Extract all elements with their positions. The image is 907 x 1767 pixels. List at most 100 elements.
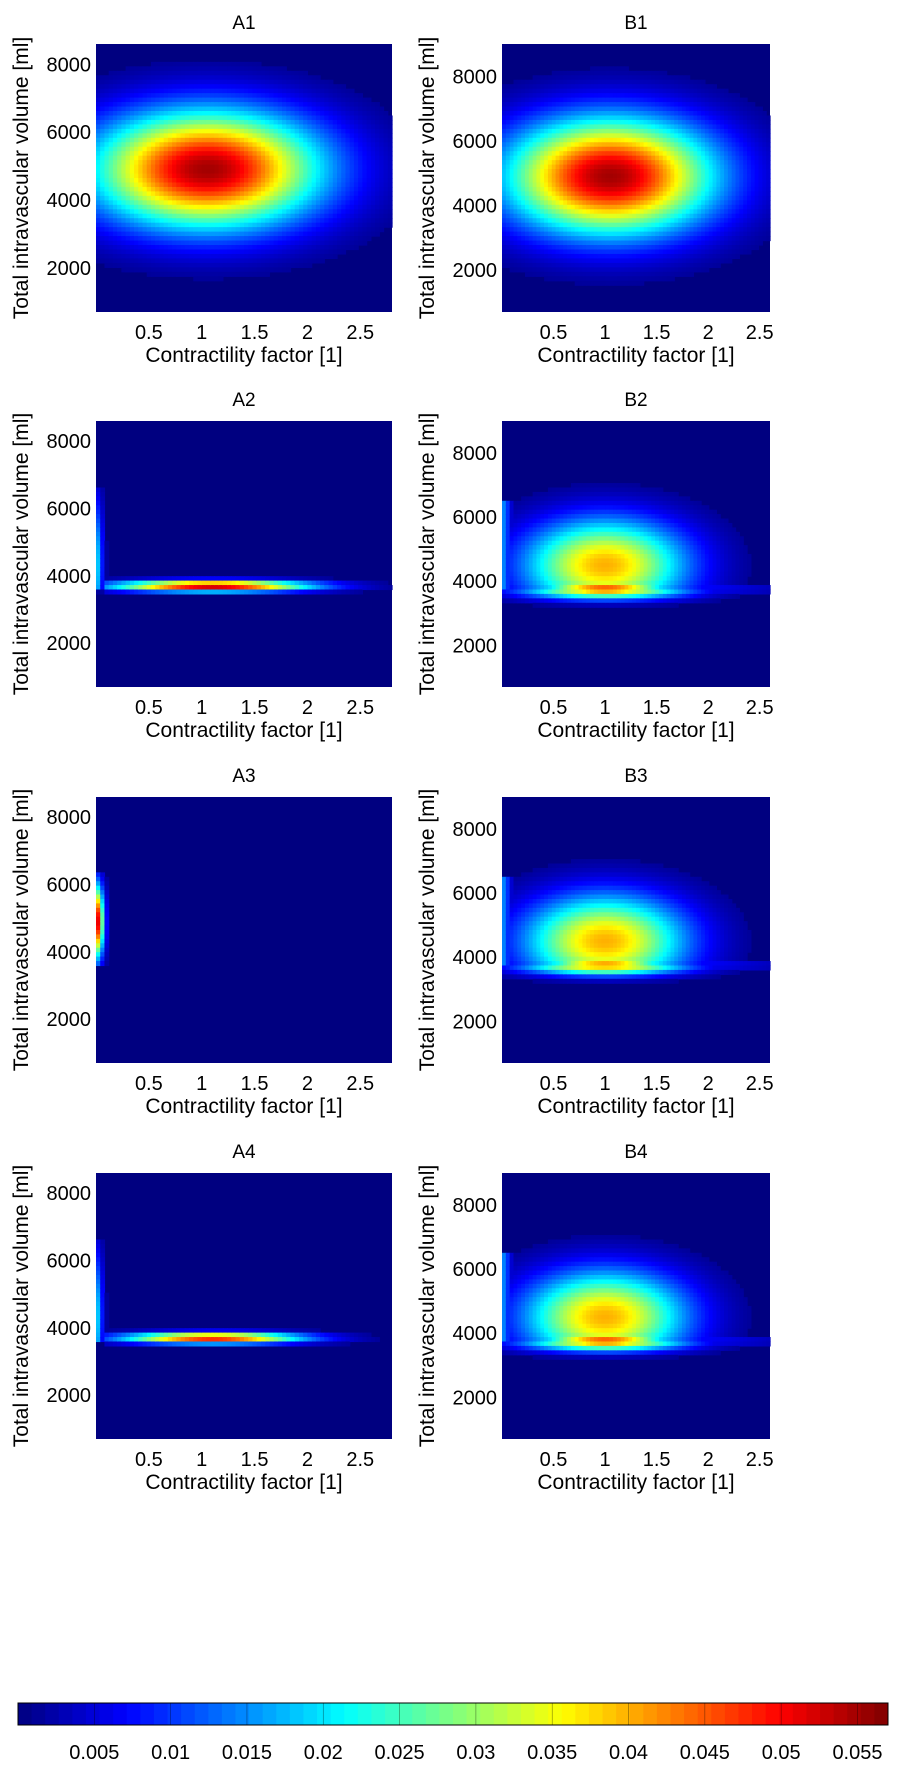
heatmap-cell xyxy=(256,258,262,264)
heatmap-cell xyxy=(231,155,237,161)
heatmap-cell xyxy=(193,267,199,273)
heatmap-cell xyxy=(282,169,287,175)
heatmap-cell xyxy=(239,178,245,184)
heatmap-cell xyxy=(282,262,287,268)
heatmap-cell xyxy=(273,209,279,215)
heatmap-cell xyxy=(239,258,245,264)
heatmap-cell xyxy=(239,79,245,85)
heatmap-cell xyxy=(96,245,101,251)
heatmap-cell xyxy=(605,142,610,148)
heatmap-cell xyxy=(547,88,553,94)
heatmap-cell xyxy=(624,191,629,197)
heatmap-cell xyxy=(563,115,568,121)
heatmap-cell xyxy=(639,195,645,201)
heatmap-cell xyxy=(96,146,101,152)
heatmap-cell xyxy=(112,111,118,117)
heatmap-cell xyxy=(379,142,385,148)
heatmap-cell xyxy=(605,258,610,264)
heatmap-cell xyxy=(574,249,580,255)
heatmap-cell xyxy=(574,146,580,152)
heatmap-cell xyxy=(189,133,194,139)
heatmap-cell xyxy=(521,155,526,161)
heatmap-cell xyxy=(303,240,309,246)
heatmap-cell xyxy=(366,236,372,242)
heatmap-cell xyxy=(142,195,148,201)
heatmap-cell xyxy=(524,236,530,242)
heatmap-cell xyxy=(315,169,321,175)
heatmap-cell xyxy=(108,236,114,242)
heatmap-cell xyxy=(590,142,595,148)
heatmap-cell xyxy=(150,271,156,277)
heatmap-cell xyxy=(341,218,347,224)
heatmap-cell xyxy=(129,249,135,255)
heatmap-cell xyxy=(567,253,572,259)
heatmap-cell xyxy=(235,146,241,152)
heatmap-cell xyxy=(593,75,599,81)
heatmap-cell xyxy=(100,200,106,206)
heatmap-cell xyxy=(222,236,228,242)
heatmap-cell xyxy=(547,102,553,108)
heatmap-cell xyxy=(643,276,649,282)
heatmap-cell xyxy=(311,191,317,197)
heatmap-cell xyxy=(298,124,304,130)
heatmap-cell xyxy=(163,227,169,233)
heatmap-cell xyxy=(567,124,572,130)
heatmap-cell xyxy=(146,79,152,85)
heatmap-cell xyxy=(345,236,351,242)
heatmap-cell xyxy=(628,97,633,103)
heatmap-cell xyxy=(163,88,169,94)
heatmap-cell xyxy=(104,88,110,94)
heatmap-cell xyxy=(104,262,110,268)
heatmap-cell xyxy=(303,111,309,117)
heatmap-cell xyxy=(269,119,275,125)
heatmap-cell xyxy=(205,191,211,197)
heatmap-cell xyxy=(142,106,148,112)
heatmap-cell xyxy=(129,97,135,103)
heatmap-cell xyxy=(214,231,220,237)
heatmap-cell xyxy=(248,222,254,228)
heatmap-cell xyxy=(620,88,626,94)
heatmap-cell xyxy=(555,169,561,175)
heatmap-cell xyxy=(150,93,156,99)
heatmap-cell xyxy=(555,267,561,273)
heatmap-cell xyxy=(620,253,626,259)
heatmap-cell xyxy=(544,267,549,273)
heatmap-cell xyxy=(628,276,633,282)
heatmap-cell xyxy=(647,186,652,192)
heatmap-cell xyxy=(375,182,380,188)
heatmap-cell xyxy=(505,133,511,139)
heatmap-cell xyxy=(248,70,254,76)
heatmap-cell xyxy=(574,97,580,103)
heatmap-cell xyxy=(521,119,526,125)
heatmap-cell xyxy=(121,262,127,268)
heatmap-cell xyxy=(303,128,309,134)
heatmap-cell xyxy=(239,227,245,233)
heatmap-cell xyxy=(239,133,245,139)
heatmap-cell xyxy=(210,262,215,268)
heatmap-cell xyxy=(222,186,228,192)
heatmap-cell xyxy=(567,240,572,246)
heatmap-cell xyxy=(643,164,649,170)
heatmap-cell xyxy=(163,128,169,134)
heatmap-cell xyxy=(311,178,317,184)
heatmap-cell xyxy=(555,115,561,121)
heatmap-cell xyxy=(307,97,313,103)
heatmap-cell xyxy=(513,182,518,188)
heatmap-cell xyxy=(605,191,610,197)
heatmap-cell xyxy=(248,128,254,134)
heatmap-cell xyxy=(540,164,545,170)
heatmap-cell xyxy=(563,79,568,85)
heatmap-cell xyxy=(551,79,557,85)
heatmap-cell xyxy=(294,70,300,76)
heatmap-cell xyxy=(210,209,215,215)
heatmap-cell xyxy=(590,79,595,85)
heatmap-cell xyxy=(570,151,576,157)
heatmap-cell xyxy=(632,262,637,268)
heatmap-cell xyxy=(108,70,114,76)
heatmap-cell xyxy=(189,267,194,273)
heatmap-cell xyxy=(509,160,515,166)
heatmap-cell xyxy=(163,262,169,268)
heatmap-cell xyxy=(590,173,595,179)
heatmap-cell xyxy=(616,236,622,242)
heatmap-cell xyxy=(647,128,652,134)
